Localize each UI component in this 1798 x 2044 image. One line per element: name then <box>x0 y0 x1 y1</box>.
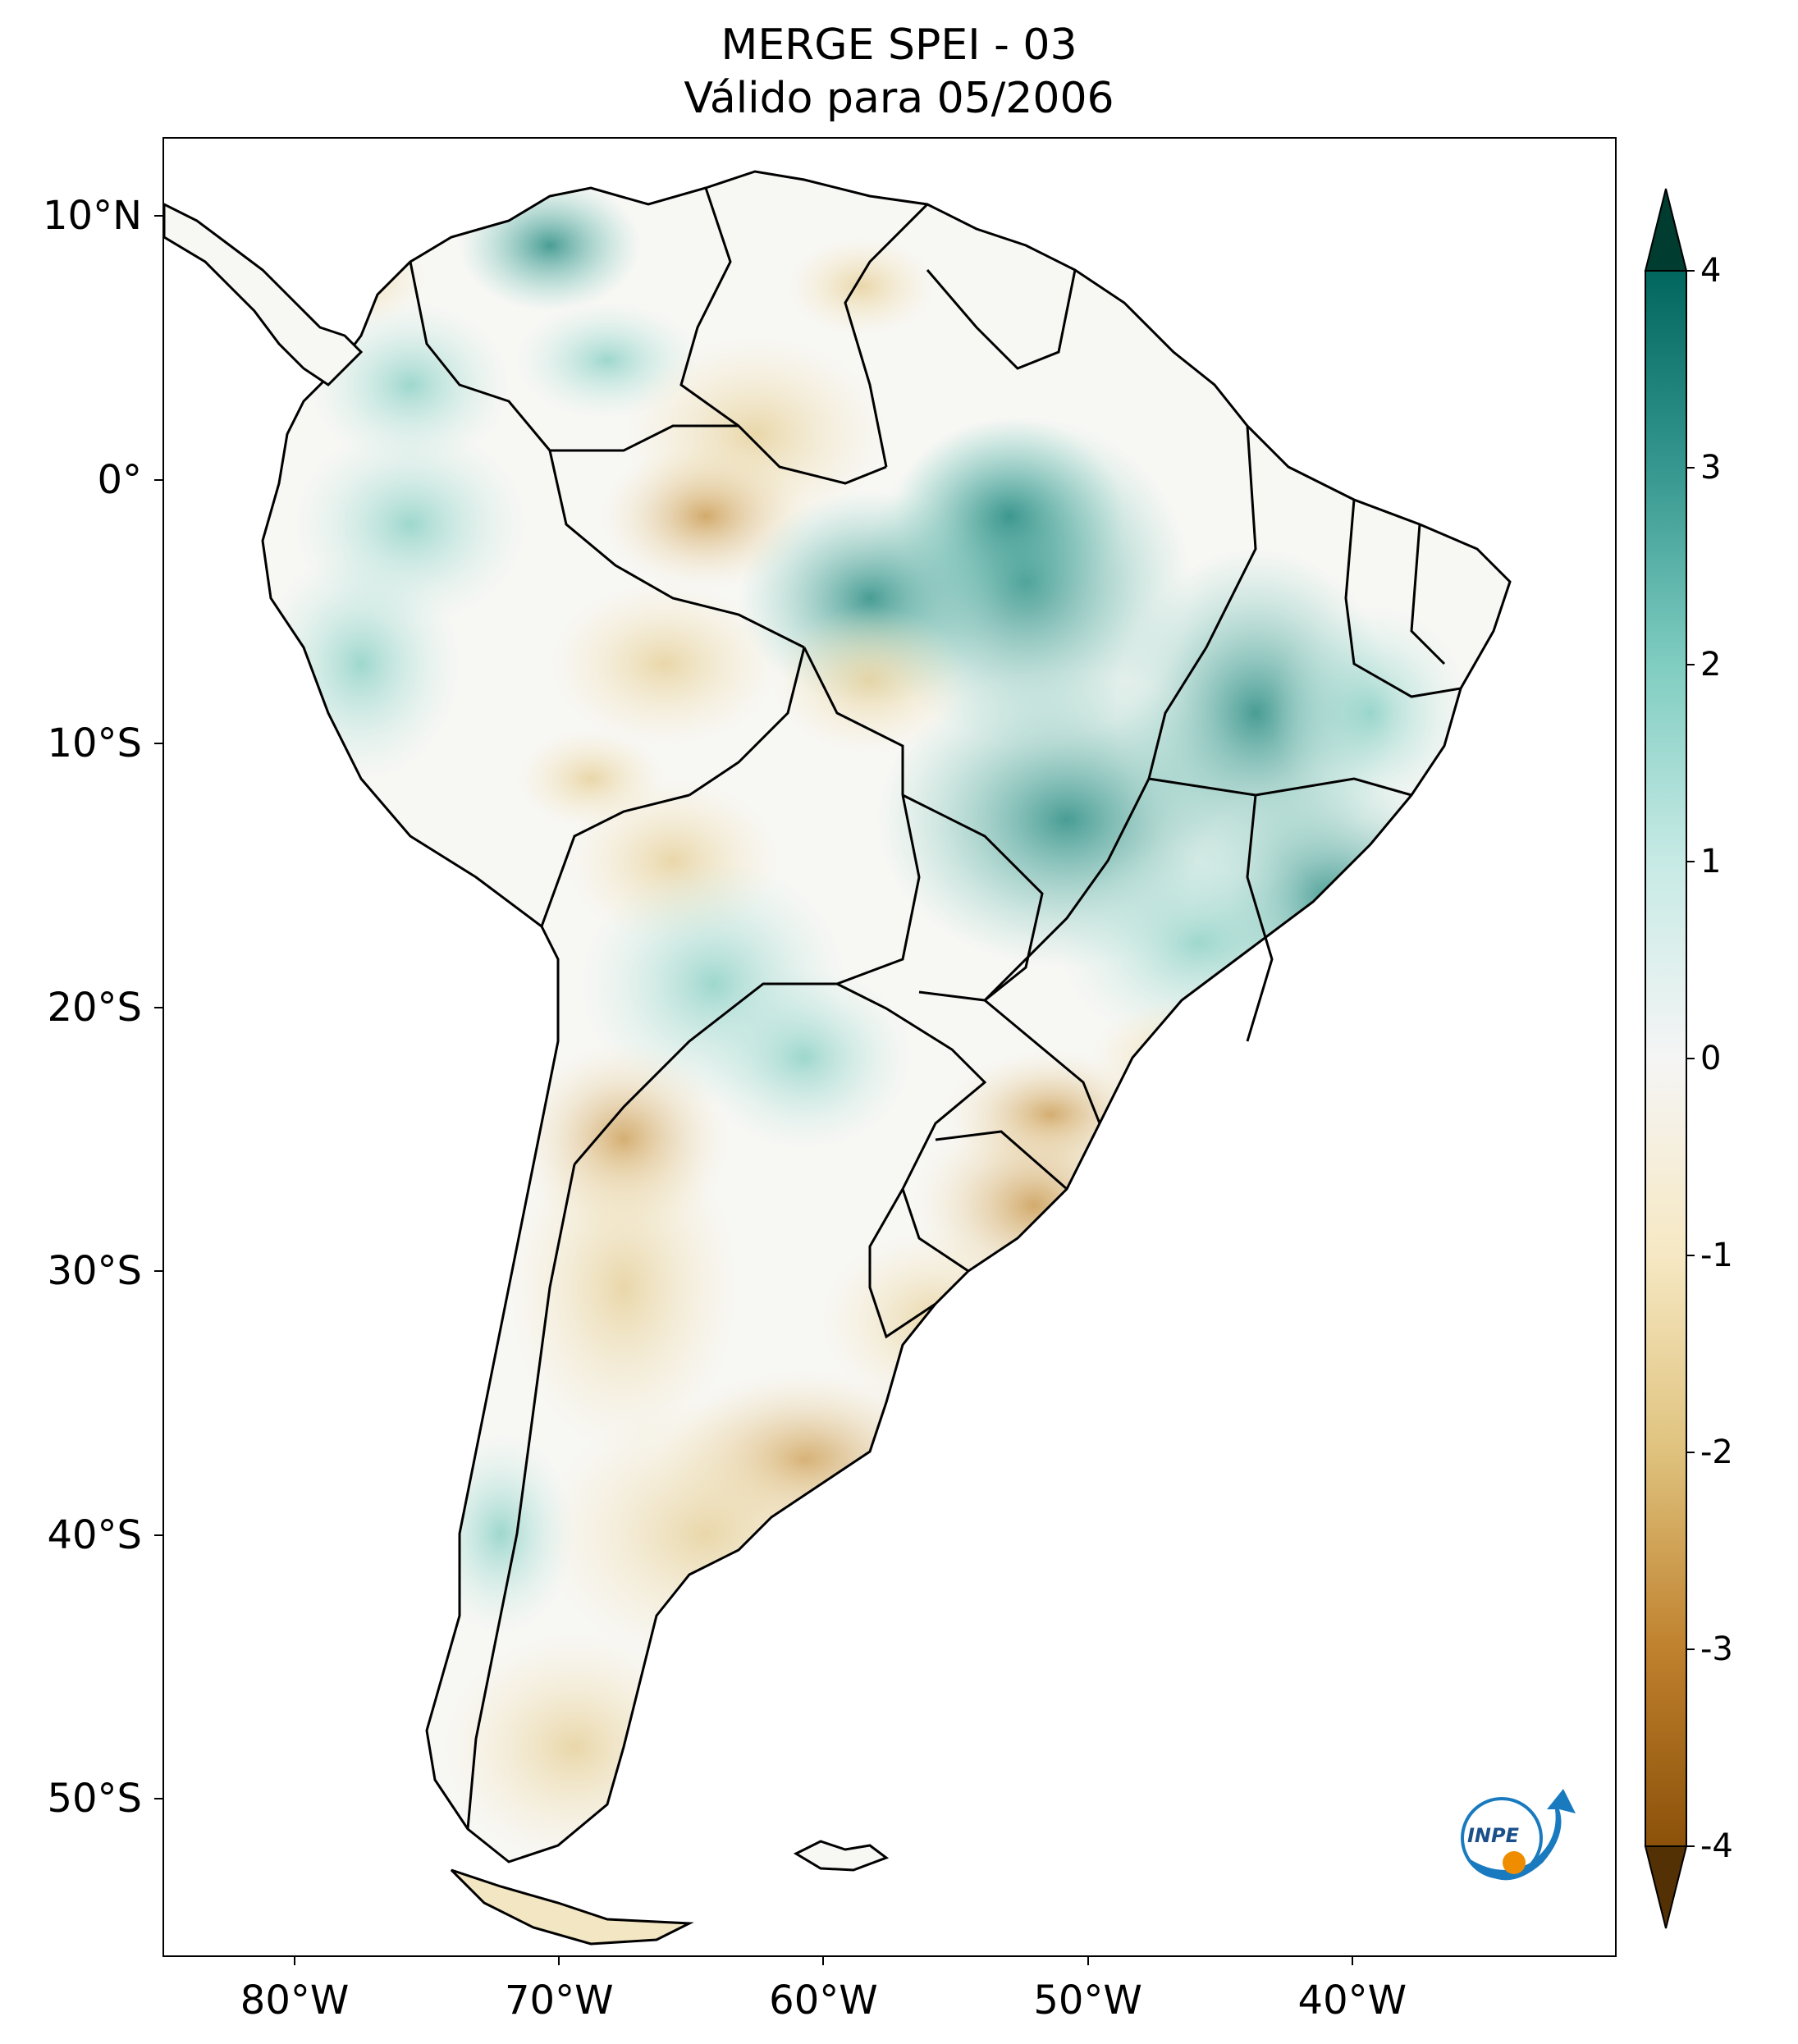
lat-tick-mark <box>154 743 162 745</box>
colorbar-tick-label: -2 <box>1700 1434 1733 1471</box>
colorbar-tick-mark <box>1686 270 1695 272</box>
colorbar-tick-label: -1 <box>1700 1237 1733 1274</box>
colorbar-tick-label: 0 <box>1700 1040 1722 1077</box>
colorbar-tick-mark <box>1686 1845 1695 1847</box>
lon-tick-mark <box>294 1957 296 1965</box>
logo-text: INPE <box>1467 1824 1520 1847</box>
country-borders <box>409 187 1462 1830</box>
colorbar-tick-label: 1 <box>1700 843 1722 880</box>
lon-tick-label: 40°W <box>1297 1978 1407 2023</box>
lat-tick-label: 40°S <box>47 1511 142 1558</box>
colorbar-extend-top <box>1644 188 1688 272</box>
lon-tick-label: 70°W <box>504 1978 614 2023</box>
colorbar-tick-mark <box>1686 664 1695 665</box>
lat-tick-label: 10°N <box>43 193 142 240</box>
lat-tick-label: 0° <box>97 456 142 503</box>
lon-tick-label: 60°W <box>769 1978 878 2023</box>
lat-tick-label: 10°S <box>47 720 142 767</box>
lat-tick-mark <box>154 1270 162 1273</box>
inpe-logo: INPE <box>1461 1789 1576 1881</box>
lat-tick-mark <box>154 478 162 481</box>
colorbar-tick-label: -4 <box>1700 1827 1733 1865</box>
colorbar-tick-mark <box>1686 861 1695 862</box>
spei-field <box>263 180 1469 1862</box>
map-canvas <box>164 170 1512 1946</box>
colorbar-body <box>1645 270 1687 1847</box>
colorbar-tick-mark <box>1686 1255 1695 1256</box>
colorbar-tick-label: 3 <box>1700 449 1722 487</box>
central-america-outline <box>164 203 364 386</box>
lat-tick-mark <box>154 1798 162 1800</box>
lat-tick-label: 50°S <box>47 1776 142 1822</box>
lat-tick-label: 20°S <box>47 984 142 1031</box>
colorbar-tick-mark <box>1686 1452 1695 1453</box>
lon-tick-mark <box>822 1957 825 1965</box>
map-panel <box>162 137 1617 1957</box>
colorbar-extend-bottom <box>1644 1845 1688 1929</box>
coastline <box>261 170 1512 1863</box>
lat-tick-mark <box>154 1534 162 1536</box>
lat-tick-mark <box>154 215 162 217</box>
logo-arrow-icon <box>1469 1789 1576 1881</box>
colorbar-tick-label: -3 <box>1700 1630 1733 1668</box>
logo-sun-icon <box>1503 1851 1526 1874</box>
colorbar-tick-mark <box>1686 1058 1695 1059</box>
lat-tick-mark <box>154 1006 162 1008</box>
lat-tick-label: 30°S <box>47 1248 142 1295</box>
colorbar-tick-label: 4 <box>1700 252 1722 290</box>
tierra-del-fuego-outline <box>450 1868 694 1946</box>
lon-tick-mark <box>1087 1957 1089 1965</box>
lon-tick-mark <box>558 1957 560 1965</box>
falklands-outline <box>793 1840 890 1872</box>
chart-title: MERGE SPEI - 03 <box>721 21 1077 70</box>
lon-tick-label: 50°W <box>1033 1978 1142 2023</box>
lon-tick-mark <box>1351 1957 1353 1965</box>
colorbar-tick-mark <box>1686 467 1695 469</box>
colorbar-tick-mark <box>1686 1648 1695 1650</box>
colorbar-tick-label: 2 <box>1700 646 1722 684</box>
lon-tick-label: 80°W <box>240 1978 350 2023</box>
colorbar <box>1644 188 1688 1929</box>
chart-subtitle: Válido para 05/2006 <box>684 74 1114 123</box>
